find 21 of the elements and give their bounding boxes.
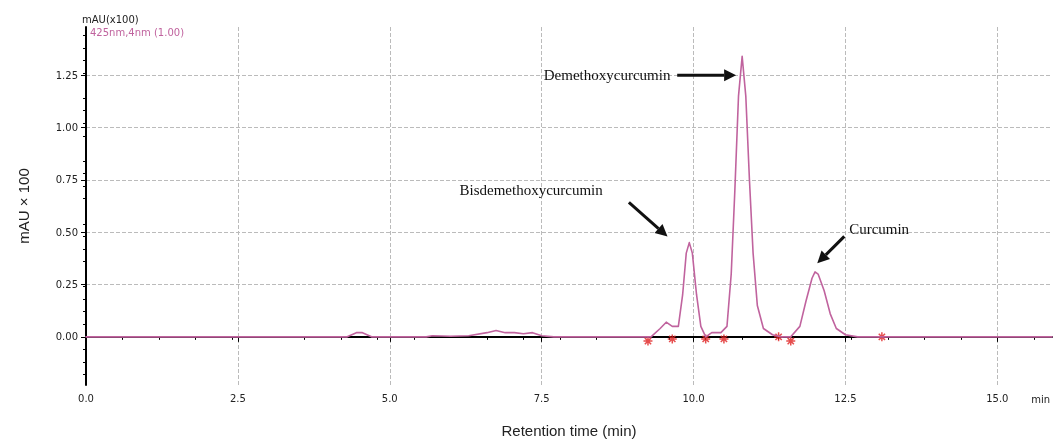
- x-tick-label: 5.0: [381, 392, 398, 404]
- text: mAU(x100): [82, 14, 139, 25]
- annotation: Bisdemethoxycurcumin: [459, 181, 604, 198]
- y-tick-label: 1.25: [55, 69, 78, 81]
- x-axis-title: Retention time (min): [501, 422, 637, 439]
- annotation: 425nm,4nm (1.00): [90, 27, 185, 38]
- y-tick-label: 1.00: [55, 121, 78, 133]
- x-tick-label: 2.5: [229, 392, 246, 404]
- x-tick-label: 0.0: [78, 392, 94, 404]
- text: min: [1031, 394, 1050, 405]
- annotation: Demethoxycurcumin: [543, 67, 671, 84]
- y-tick-label: 0.25: [55, 279, 78, 291]
- annotation: Curcumin: [849, 221, 910, 238]
- x-tick-label: 15.0: [986, 392, 1009, 404]
- x-tick-label: 12.5: [834, 392, 857, 404]
- x-tick-label: 10.0: [682, 392, 705, 404]
- y-axis-title: mAU × 100: [15, 168, 32, 244]
- y-tick-label: 0.50: [55, 226, 78, 238]
- y-tick-label: 0.75: [55, 174, 78, 186]
- x-tick-label: 7.5: [533, 392, 550, 404]
- y-tick-label: 0.00: [55, 331, 78, 343]
